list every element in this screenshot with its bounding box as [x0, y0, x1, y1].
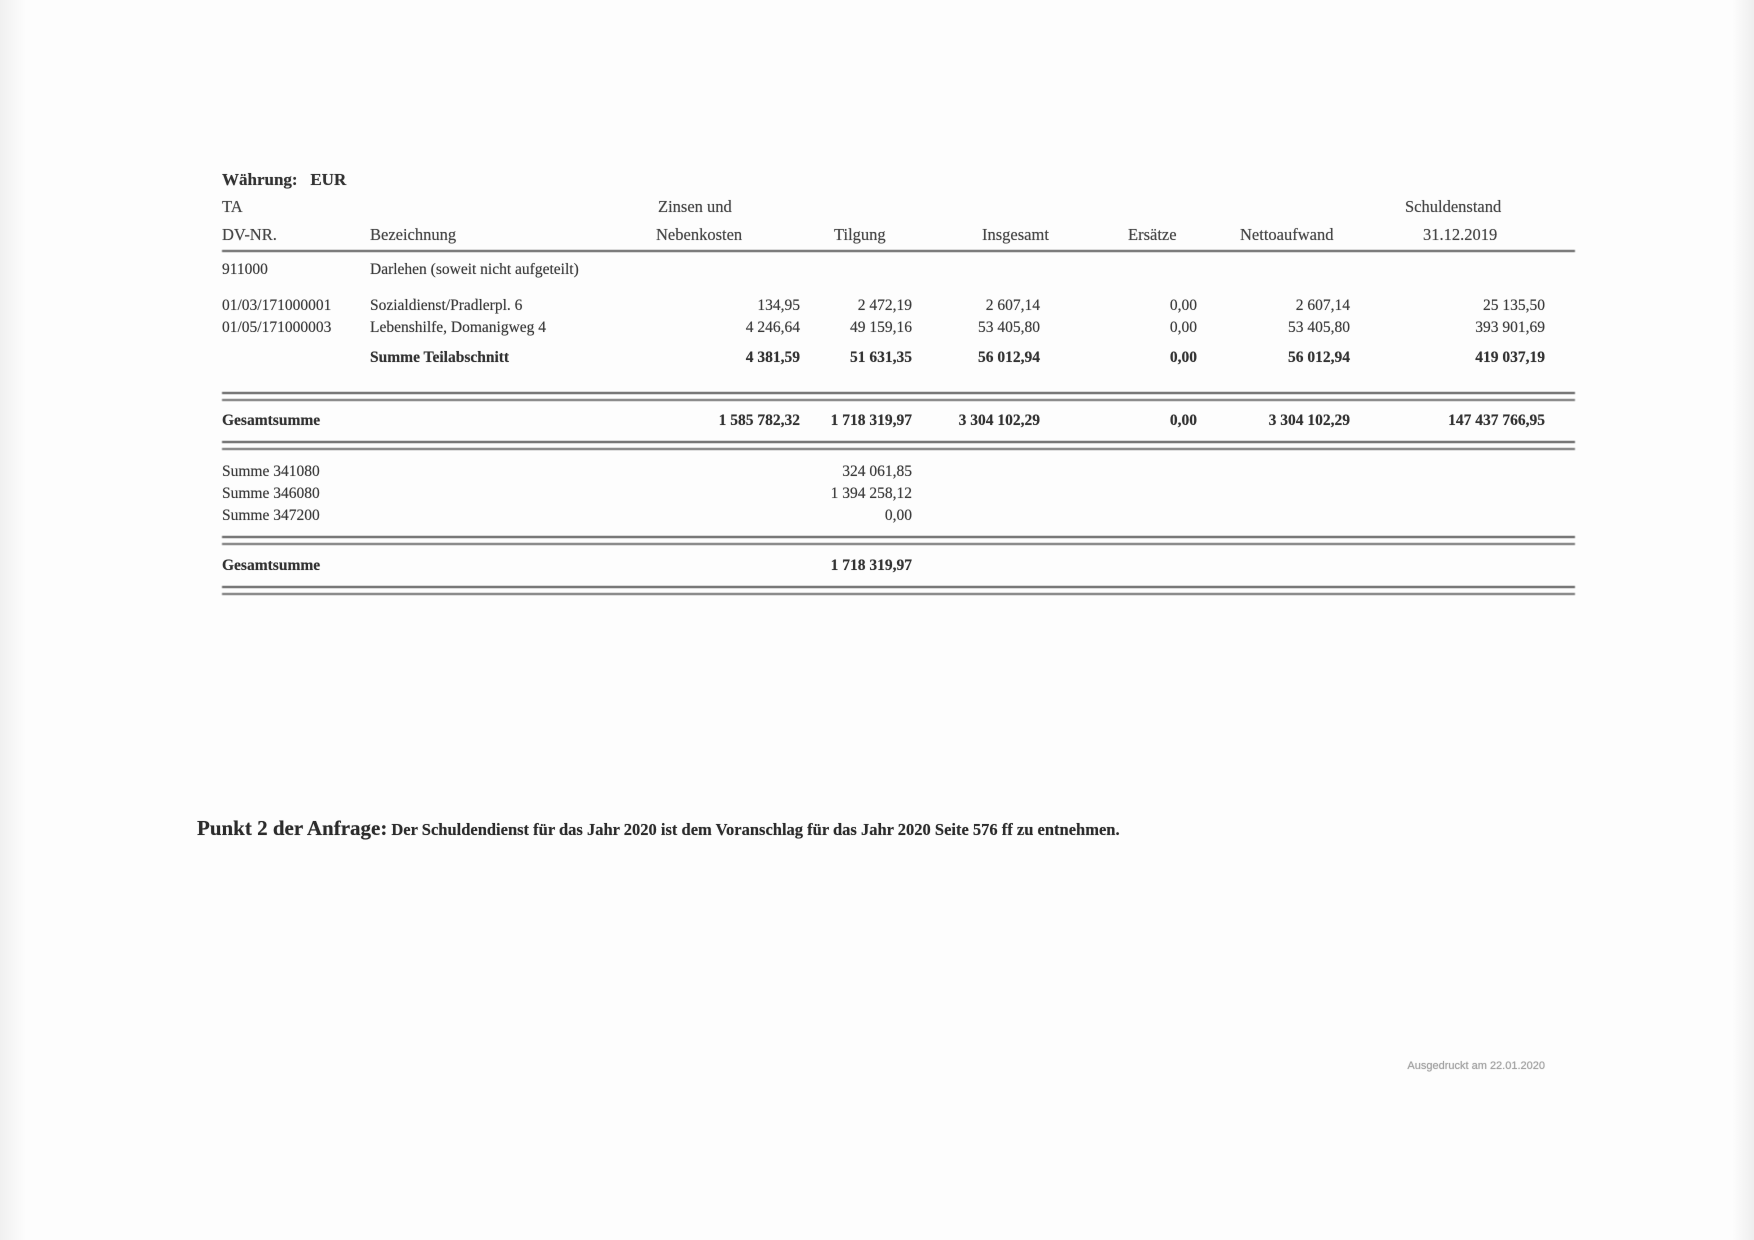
sum-row: Summe 346080 1 394 258,12	[222, 485, 1575, 507]
sum-row: Summe 347200 0,00	[222, 507, 1575, 529]
table-header-row-2: DV-NR. Bezeichnung Nebenkosten Tilgung I…	[222, 225, 1575, 247]
cell-zinsen: 134,95	[757, 297, 800, 314]
row-code: 01/03/171000001	[222, 297, 332, 314]
cell-nettoaufwand: 53 405,80	[1288, 319, 1350, 336]
inquiry-note-title: Punkt 2 der Anfrage:	[197, 816, 388, 840]
cell-insgesamt: 53 405,80	[978, 319, 1040, 336]
final-total-row: Gesamtsumme 1 718 319,97	[222, 557, 1575, 579]
column-header-zinsen-line1: Zinsen und	[658, 197, 732, 216]
currency-label: Währung:	[222, 170, 298, 189]
sum-row: Summe 341080 324 061,85	[222, 463, 1575, 485]
sum-label: Summe 346080	[222, 485, 320, 502]
table-group-row: 911000 Darlehen (soweit nicht aufgeteilt…	[222, 261, 1575, 283]
cell-tilgung: 1 394 258,12	[830, 485, 912, 502]
column-header-schuldenstand: Schuldenstand	[1405, 197, 1502, 216]
group-label: Darlehen (soweit nicht aufgeteilt)	[370, 261, 579, 278]
grand-total-label: Gesamtsumme	[222, 412, 321, 429]
cell-schuldenstand: 393 901,69	[1475, 319, 1545, 336]
column-header-nettoaufwand: Nettoaufwand	[1240, 225, 1334, 244]
column-header-insgesamt: Insgesamt	[982, 225, 1049, 244]
sum-label: Summe 347200	[222, 507, 320, 524]
table-row: 01/05/171000003 Lebenshilfe, Domanigweg …	[222, 319, 1575, 341]
section-divider-rule	[222, 392, 1575, 401]
inquiry-note-text: Der Schuldendienst für das Jahr 2020 ist…	[391, 820, 1120, 839]
currency-line: Währung: EUR	[222, 170, 346, 190]
cell-tilgung: 0,00	[884, 507, 912, 524]
cell-tilgung: 1 718 319,97	[830, 557, 912, 574]
print-date: Ausgedruckt am 22.01.2020	[1407, 1060, 1545, 1072]
cell-tilgung: 2 472,19	[857, 297, 912, 314]
cell-schuldenstand: 25 135,50	[1483, 297, 1545, 314]
cell-schuldenstand: 419 037,19	[1475, 349, 1545, 366]
cell-nettoaufwand: 3 304 102,29	[1268, 412, 1350, 429]
cell-tilgung: 51 631,35	[850, 349, 912, 366]
row-name: Sozialdienst/Pradlerpl. 6	[370, 297, 523, 314]
final-total-label: Gesamtsumme	[222, 557, 321, 574]
scan-edge-shadow-right	[1732, 0, 1754, 1240]
cell-insgesamt: 2 607,14	[985, 297, 1040, 314]
row-name: Lebenshilfe, Domanigweg 4	[370, 319, 547, 336]
column-header-stichtag: 31.12.2019	[1423, 225, 1498, 244]
column-header-dv-nr: DV-NR.	[222, 225, 277, 244]
sum-label: Summe 341080	[222, 463, 320, 480]
section-divider-rule	[222, 536, 1575, 545]
cell-ersaetze: 0,00	[1169, 319, 1197, 336]
cell-insgesamt: 3 304 102,29	[958, 412, 1040, 429]
column-header-tilgung: Tilgung	[834, 225, 886, 244]
cell-nettoaufwand: 2 607,14	[1295, 297, 1350, 314]
cell-nettoaufwand: 56 012,94	[1288, 349, 1350, 366]
column-header-ersaetze: Ersätze	[1128, 225, 1177, 244]
section-divider-rule	[222, 586, 1575, 595]
subtotal-label: Summe Teilabschnitt	[370, 349, 510, 366]
cell-zinsen: 4 246,64	[745, 319, 800, 336]
subtotal-row: Summe Teilabschnitt 4 381,59 51 631,35 5…	[222, 349, 1575, 371]
cell-ersaetze: 0,00	[1169, 412, 1197, 429]
row-code: 01/05/171000003	[222, 319, 332, 336]
inquiry-note: Punkt 2 der Anfrage: Der Schuldendienst …	[197, 816, 1120, 841]
cell-zinsen: 4 381,59	[745, 349, 800, 366]
grand-total-row: Gesamtsumme 1 585 782,32 1 718 319,97 3 …	[222, 412, 1575, 434]
cell-tilgung: 1 718 319,97	[830, 412, 912, 429]
cell-schuldenstand: 147 437 766,95	[1448, 412, 1545, 429]
currency-value: EUR	[310, 170, 347, 189]
group-code: 911000	[222, 261, 268, 278]
cell-zinsen: 1 585 782,32	[718, 412, 800, 429]
column-header-ta: TA	[222, 197, 243, 216]
scan-edge-shadow-left	[0, 0, 26, 1240]
cell-ersaetze: 0,00	[1169, 297, 1197, 314]
cell-ersaetze: 0,00	[1169, 349, 1197, 366]
table-header-row-1: TA Zinsen und Schuldenstand	[222, 197, 1575, 219]
cell-tilgung: 324 061,85	[842, 463, 912, 480]
header-underline-rule	[222, 250, 1575, 252]
column-header-bezeichnung: Bezeichnung	[370, 225, 457, 244]
cell-tilgung: 49 159,16	[850, 319, 912, 336]
section-divider-rule	[222, 441, 1575, 450]
cell-insgesamt: 56 012,94	[978, 349, 1040, 366]
table-row: 01/03/171000001 Sozialdienst/Pradlerpl. …	[222, 297, 1575, 319]
column-header-nebenkosten: Nebenkosten	[656, 225, 743, 244]
